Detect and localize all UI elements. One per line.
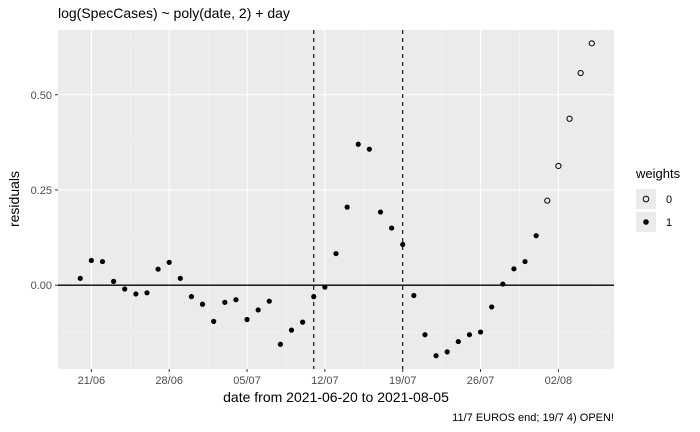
data-point <box>566 115 573 122</box>
data-point <box>88 257 94 264</box>
data-point <box>155 266 161 272</box>
x-axis: 21/06 28/06 05/07 12/07 19/07 26/07 02/08 <box>78 369 573 387</box>
data-point <box>255 307 261 313</box>
data-point <box>466 332 473 338</box>
x-tick-label: 19/07 <box>389 375 417 387</box>
data-point <box>533 233 539 239</box>
data-point <box>211 318 217 324</box>
data-point <box>522 258 528 265</box>
data-point <box>122 286 128 292</box>
x-tick-label: 12/07 <box>311 375 339 387</box>
data-point <box>389 225 395 231</box>
legend-label-1: 1 <box>666 217 672 229</box>
data-point <box>433 353 439 359</box>
data-point <box>244 316 250 323</box>
data-point <box>422 332 428 338</box>
data-point <box>377 209 384 215</box>
data-point <box>544 197 551 204</box>
legend-label-0: 0 <box>666 194 672 206</box>
chart-title: log(SpecCases) ~ poly(date, 2) + day <box>58 5 290 21</box>
data-points <box>77 40 595 359</box>
x-tick-label: 26/07 <box>467 375 495 387</box>
data-point <box>477 329 484 335</box>
reference-lines <box>58 30 614 369</box>
data-point <box>77 275 83 281</box>
y-axis-label: residuals <box>6 171 22 227</box>
data-point <box>511 266 517 272</box>
data-point <box>411 292 417 299</box>
legend-key-0-background <box>636 189 656 209</box>
y-tick-label: 0.25 <box>31 185 52 197</box>
x-tick-label: 21/06 <box>78 375 106 387</box>
data-point <box>222 299 228 305</box>
data-point <box>111 278 117 284</box>
y-tick-label: 0.50 <box>31 90 52 102</box>
data-point <box>355 141 361 147</box>
data-point <box>577 69 584 77</box>
data-point <box>333 250 339 257</box>
data-point <box>188 294 195 300</box>
data-point <box>288 327 295 333</box>
data-point <box>311 294 317 300</box>
y-axis: 0.00 0.25 0.50 <box>31 90 58 292</box>
minor-gridlines <box>58 30 614 369</box>
plot-panel <box>58 30 614 369</box>
data-point <box>233 297 239 303</box>
data-point <box>166 259 172 265</box>
x-tick-label: 05/07 <box>233 375 261 387</box>
data-point <box>266 298 272 304</box>
legend-title: weights <box>635 166 681 181</box>
legend: weights 0 1 <box>635 166 681 232</box>
x-tick-label: 28/06 <box>155 375 183 387</box>
data-point <box>366 146 372 152</box>
x-tick-label: 02/08 <box>545 375 573 387</box>
data-point <box>144 290 150 296</box>
data-point <box>277 341 283 347</box>
data-point <box>322 284 328 290</box>
data-point <box>455 338 461 345</box>
chart-caption: 11/7 EUROS end; 19/7 4) OPEN! <box>452 412 614 424</box>
data-point <box>133 291 139 297</box>
data-point <box>344 204 350 210</box>
data-point <box>444 349 450 355</box>
x-axis-label: date from 2021-06-20 to 2021-08-05 <box>223 389 449 405</box>
data-point <box>555 162 562 170</box>
data-point <box>489 304 495 310</box>
data-point <box>300 319 306 325</box>
data-point <box>400 241 406 248</box>
legend-key-0-marker <box>642 195 650 203</box>
data-point <box>99 258 106 265</box>
y-tick-label: 0.00 <box>31 280 52 292</box>
data-point <box>500 281 506 287</box>
legend-key-1-marker <box>643 219 649 225</box>
data-point <box>177 275 183 281</box>
data-point <box>588 40 595 47</box>
data-point <box>199 301 206 307</box>
